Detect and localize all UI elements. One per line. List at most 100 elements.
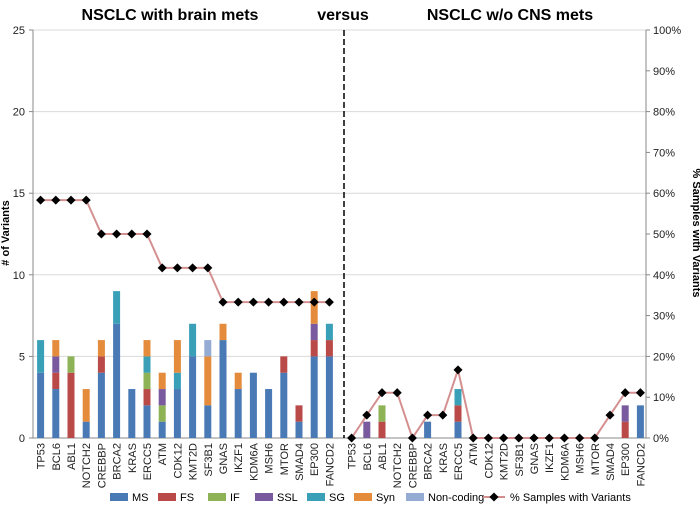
pct-marker: [96, 229, 106, 239]
bar-segment: [37, 372, 45, 438]
bar-segment: [158, 372, 166, 390]
x-tick-label: ABL1: [66, 443, 78, 470]
bar-segment: [295, 421, 303, 438]
pct-marker: [544, 433, 554, 443]
bar-segment: [52, 340, 60, 357]
bar-segment: [52, 356, 60, 373]
pct-marker: [81, 195, 91, 205]
pct-marker: [575, 433, 585, 443]
x-tick-label: KRAS: [127, 443, 139, 473]
pct-marker: [112, 229, 122, 239]
bar-segment: [636, 405, 644, 438]
x-tick-label: CREBBP: [96, 443, 108, 488]
bar-segment: [424, 421, 432, 438]
bar-segment: [113, 323, 121, 438]
pct-marker: [392, 388, 402, 398]
bar-segment: [189, 323, 197, 357]
bar-segment: [378, 421, 386, 438]
x-tick-label: KRAS: [438, 443, 450, 473]
legend-label: Syn: [376, 492, 395, 504]
y2-tick-label: 50%: [653, 229, 675, 241]
bar-segment: [265, 389, 273, 438]
bar-segment: [204, 405, 212, 438]
pct-marker: [468, 433, 478, 443]
y2-tick-label: 80%: [653, 107, 675, 119]
pct-marker: [529, 433, 539, 443]
y-axis-label: # of Variants: [0, 200, 12, 265]
y2-tick-label: 40%: [653, 270, 675, 282]
x-tick-label: IKZF1: [544, 443, 556, 473]
y2-tick-label: 90%: [653, 66, 675, 78]
y-tick-label: 0: [19, 433, 25, 445]
pct-marker: [438, 410, 448, 420]
bar-segment: [143, 405, 151, 438]
bar-segment: [204, 340, 212, 357]
pct-marker: [453, 365, 463, 375]
x-tick-label: EP300: [309, 443, 321, 476]
legend: MS FS IF SSL SG Syn Non-coding % Samples with V…: [110, 492, 631, 504]
bar-segment: [82, 389, 90, 422]
x-tick-label: GNAS: [218, 443, 230, 474]
x-tick-label: KMT2D: [188, 443, 200, 480]
x-tick-label: ERCC5: [453, 443, 465, 480]
y-tick-label: 15: [13, 188, 25, 200]
x-tick-label: GNAS: [529, 443, 541, 474]
bar-segment: [325, 356, 333, 438]
legend-swatch: [255, 493, 273, 501]
x-tick-label: FANCD2: [635, 443, 647, 486]
bar-segment: [143, 372, 151, 390]
legend-marker-swatch: [489, 492, 499, 502]
pct-marker: [514, 433, 524, 443]
legend-label: Non-coding: [428, 492, 484, 504]
legend-swatch: [406, 493, 424, 501]
x-tick-label: MTOR: [279, 443, 291, 475]
bar-segment: [113, 291, 121, 324]
bar-segment: [37, 340, 45, 373]
x-tick-label: MTOR: [590, 443, 602, 475]
pct-line: [350, 366, 641, 441]
pct-marker: [51, 195, 61, 205]
bar-segment: [454, 421, 462, 438]
pct-marker: [233, 297, 243, 307]
bar-segment: [97, 340, 105, 357]
bar-segment: [173, 389, 181, 438]
x-tick-label: CREBBP: [407, 443, 419, 488]
pct-marker: [635, 388, 645, 398]
bar-segment: [325, 340, 333, 357]
bar-segment: [52, 389, 60, 438]
bar-segment: [52, 372, 60, 390]
bar-segment: [363, 421, 371, 438]
pct-marker: [324, 297, 334, 307]
legend-label: IF: [230, 492, 240, 504]
legend-swatch: [208, 493, 226, 501]
bar-segment: [310, 340, 318, 357]
x-tick-label: SMAD4: [605, 443, 617, 481]
pct-marker: [142, 229, 152, 239]
x-tick-label: ATM: [157, 443, 169, 465]
bar-segment: [249, 372, 257, 438]
y2-tick-label: 20%: [653, 351, 675, 363]
legend-label: MS: [132, 492, 149, 504]
pct-marker: [294, 297, 304, 307]
y2-tick-label: 100%: [653, 25, 681, 37]
x-tick-label: NOTCH2: [392, 443, 404, 488]
bar-segment: [128, 389, 136, 438]
y2-axis-label: % Samples with Variants: [690, 169, 700, 298]
pct-marker: [203, 263, 213, 273]
x-tick-label: EP300: [620, 443, 632, 476]
bar-segment: [310, 356, 318, 438]
bar-segment: [204, 356, 212, 406]
pct-marker: [499, 433, 509, 443]
x-tick-label: IKZF1: [233, 443, 245, 473]
legend-swatch: [110, 493, 128, 501]
bar-segment: [621, 421, 629, 438]
title-right: NSCLC w/o CNS mets: [427, 7, 593, 24]
pct-marker: [559, 433, 569, 443]
x-tick-label: NOTCH2: [81, 443, 93, 488]
title-left: NSCLC with brain mets: [82, 7, 259, 24]
x-tick-label: ATM: [468, 443, 480, 465]
x-tick-label: KDM6A: [559, 442, 571, 481]
pct-marker: [483, 433, 493, 443]
bar-segment: [219, 323, 227, 341]
y2-tick-label: 10%: [653, 392, 675, 404]
